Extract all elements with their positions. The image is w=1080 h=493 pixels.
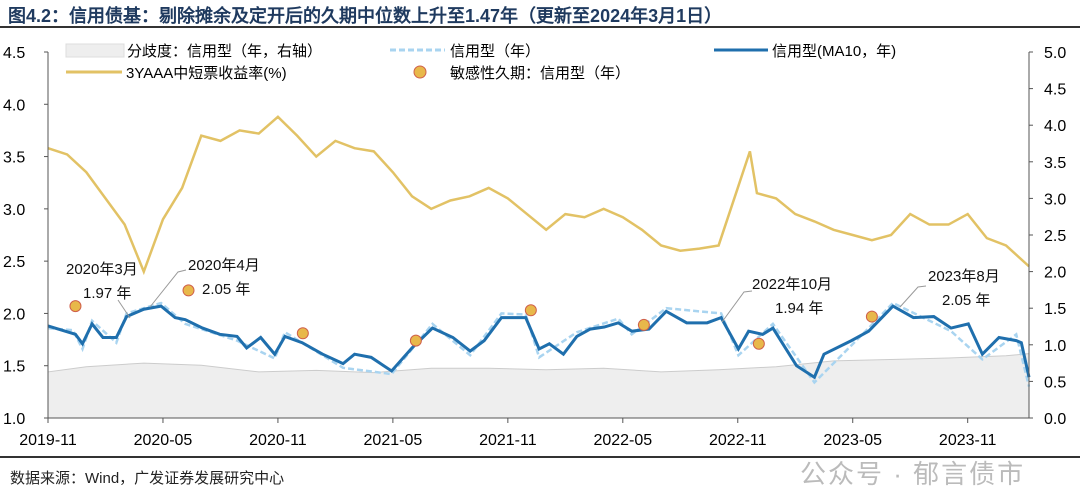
y-tick-label-right: 4.0: [1044, 118, 1066, 135]
legend-yield: 3YAAA中短票收益率(%): [126, 65, 287, 82]
y-tick-label-right: 1.5: [1044, 301, 1066, 318]
watermark: 公众号 · 郁言债市: [800, 459, 1026, 489]
legend-swatch-sensitivity: [413, 65, 427, 79]
y-tick-label-right: 1.0: [1044, 338, 1066, 355]
x-tick-label: 2019-11: [19, 432, 77, 449]
x-tick-label: 2022-05: [593, 432, 652, 449]
annotation-leader: [149, 269, 187, 308]
annotation-2020-03-value: 1.97 年: [83, 285, 131, 302]
sensitivity-point: [752, 337, 765, 350]
sensitivity-point: [69, 300, 82, 313]
y-tick-label-right: 4.5: [1044, 82, 1066, 99]
annotation-2020-03-date: 2020年3月: [66, 261, 138, 278]
annotation-2022-10-date: 2022年10月: [752, 276, 832, 293]
annotation-2022-10-value: 1.94 年: [775, 300, 823, 317]
dispersion-area: [47, 353, 1030, 419]
x-tick-label: 2021-05: [364, 432, 423, 449]
y-tick-label-left: 3.5: [3, 150, 25, 167]
annotation-2023-08-date: 2023年8月: [928, 268, 1000, 285]
x-tick-label: 2023-11: [939, 432, 997, 449]
y-tick-label-left: 1.5: [3, 359, 25, 376]
y-tick-label-right: 3.0: [1044, 191, 1066, 208]
x-tick-label: 2022-11: [709, 432, 767, 449]
sensitivity-point: [865, 310, 878, 323]
sensitivity-point: [637, 318, 650, 331]
x-tick-label: 2023-05: [823, 432, 882, 449]
y-tick-label-left: 4.5: [3, 45, 25, 62]
legend-swatch-dispersion: [65, 43, 125, 58]
x-tick-label: 2021-11: [479, 432, 537, 449]
y-tick-label-right: 0.5: [1044, 374, 1066, 391]
y-tick-label-right: 2.5: [1044, 228, 1066, 245]
source-note: 数据来源：Wind，广发证券发展研究中心: [10, 470, 285, 487]
ma10-line: [47, 304, 1031, 380]
annotation-leader: [721, 290, 753, 323]
legend-ma10: 信用型(MA10，年): [772, 43, 896, 60]
chart-title: 图4.2：信用债基：剔除摊余及定开后的久期中位数上升至1.47年（更新至2024…: [8, 6, 723, 26]
x-tick-label: 2020-11: [249, 432, 307, 449]
y-tick-label-left: 4.0: [3, 97, 25, 114]
yield-line: [47, 115, 1030, 276]
sensitivity-point: [524, 304, 537, 317]
annotation-2020-04-date: 2020年4月: [188, 257, 260, 274]
y-tick-label-right: 2.0: [1044, 265, 1066, 282]
y-tick-label-left: 1.0: [3, 411, 25, 428]
annotation-2020-04-value: 2.05 年: [202, 281, 250, 298]
legend: 分歧度：信用型（年，右轴） 信用型（年） 信用型(MA10，年) 3YAAA中短…: [65, 43, 896, 82]
sensitivity-point: [409, 334, 422, 347]
y-tick-label-right: 0.0: [1044, 411, 1066, 428]
y-tick-label-right: 5.0: [1044, 45, 1066, 62]
sensitivity-point: [296, 327, 309, 340]
sensitivity-point: [182, 284, 195, 297]
y-tick-label-left: 2.0: [3, 306, 25, 323]
annotations: 2020年3月 1.97 年 2020年4月 2.05 年 2022年10月 1…: [66, 257, 1000, 323]
legend-sensitivity: 敏感性久期：信用型（年）: [450, 65, 630, 82]
y-tick-label-left: 2.5: [3, 254, 25, 271]
annotation-2023-08-value: 2.05 年: [942, 292, 990, 309]
y-tick-label-right: 3.5: [1044, 155, 1066, 172]
y-tick-label-left: 3.0: [3, 202, 25, 219]
x-tick-label: 2020-05: [134, 432, 193, 449]
annotation-leader: [899, 285, 927, 308]
footer-divider: [0, 456, 1080, 458]
title-divider: [0, 26, 1080, 28]
legend-credit: 信用型（年）: [450, 43, 540, 60]
annotation-leader: [117, 299, 131, 319]
legend-dispersion: 分歧度：信用型（年，右轴）: [127, 43, 322, 60]
